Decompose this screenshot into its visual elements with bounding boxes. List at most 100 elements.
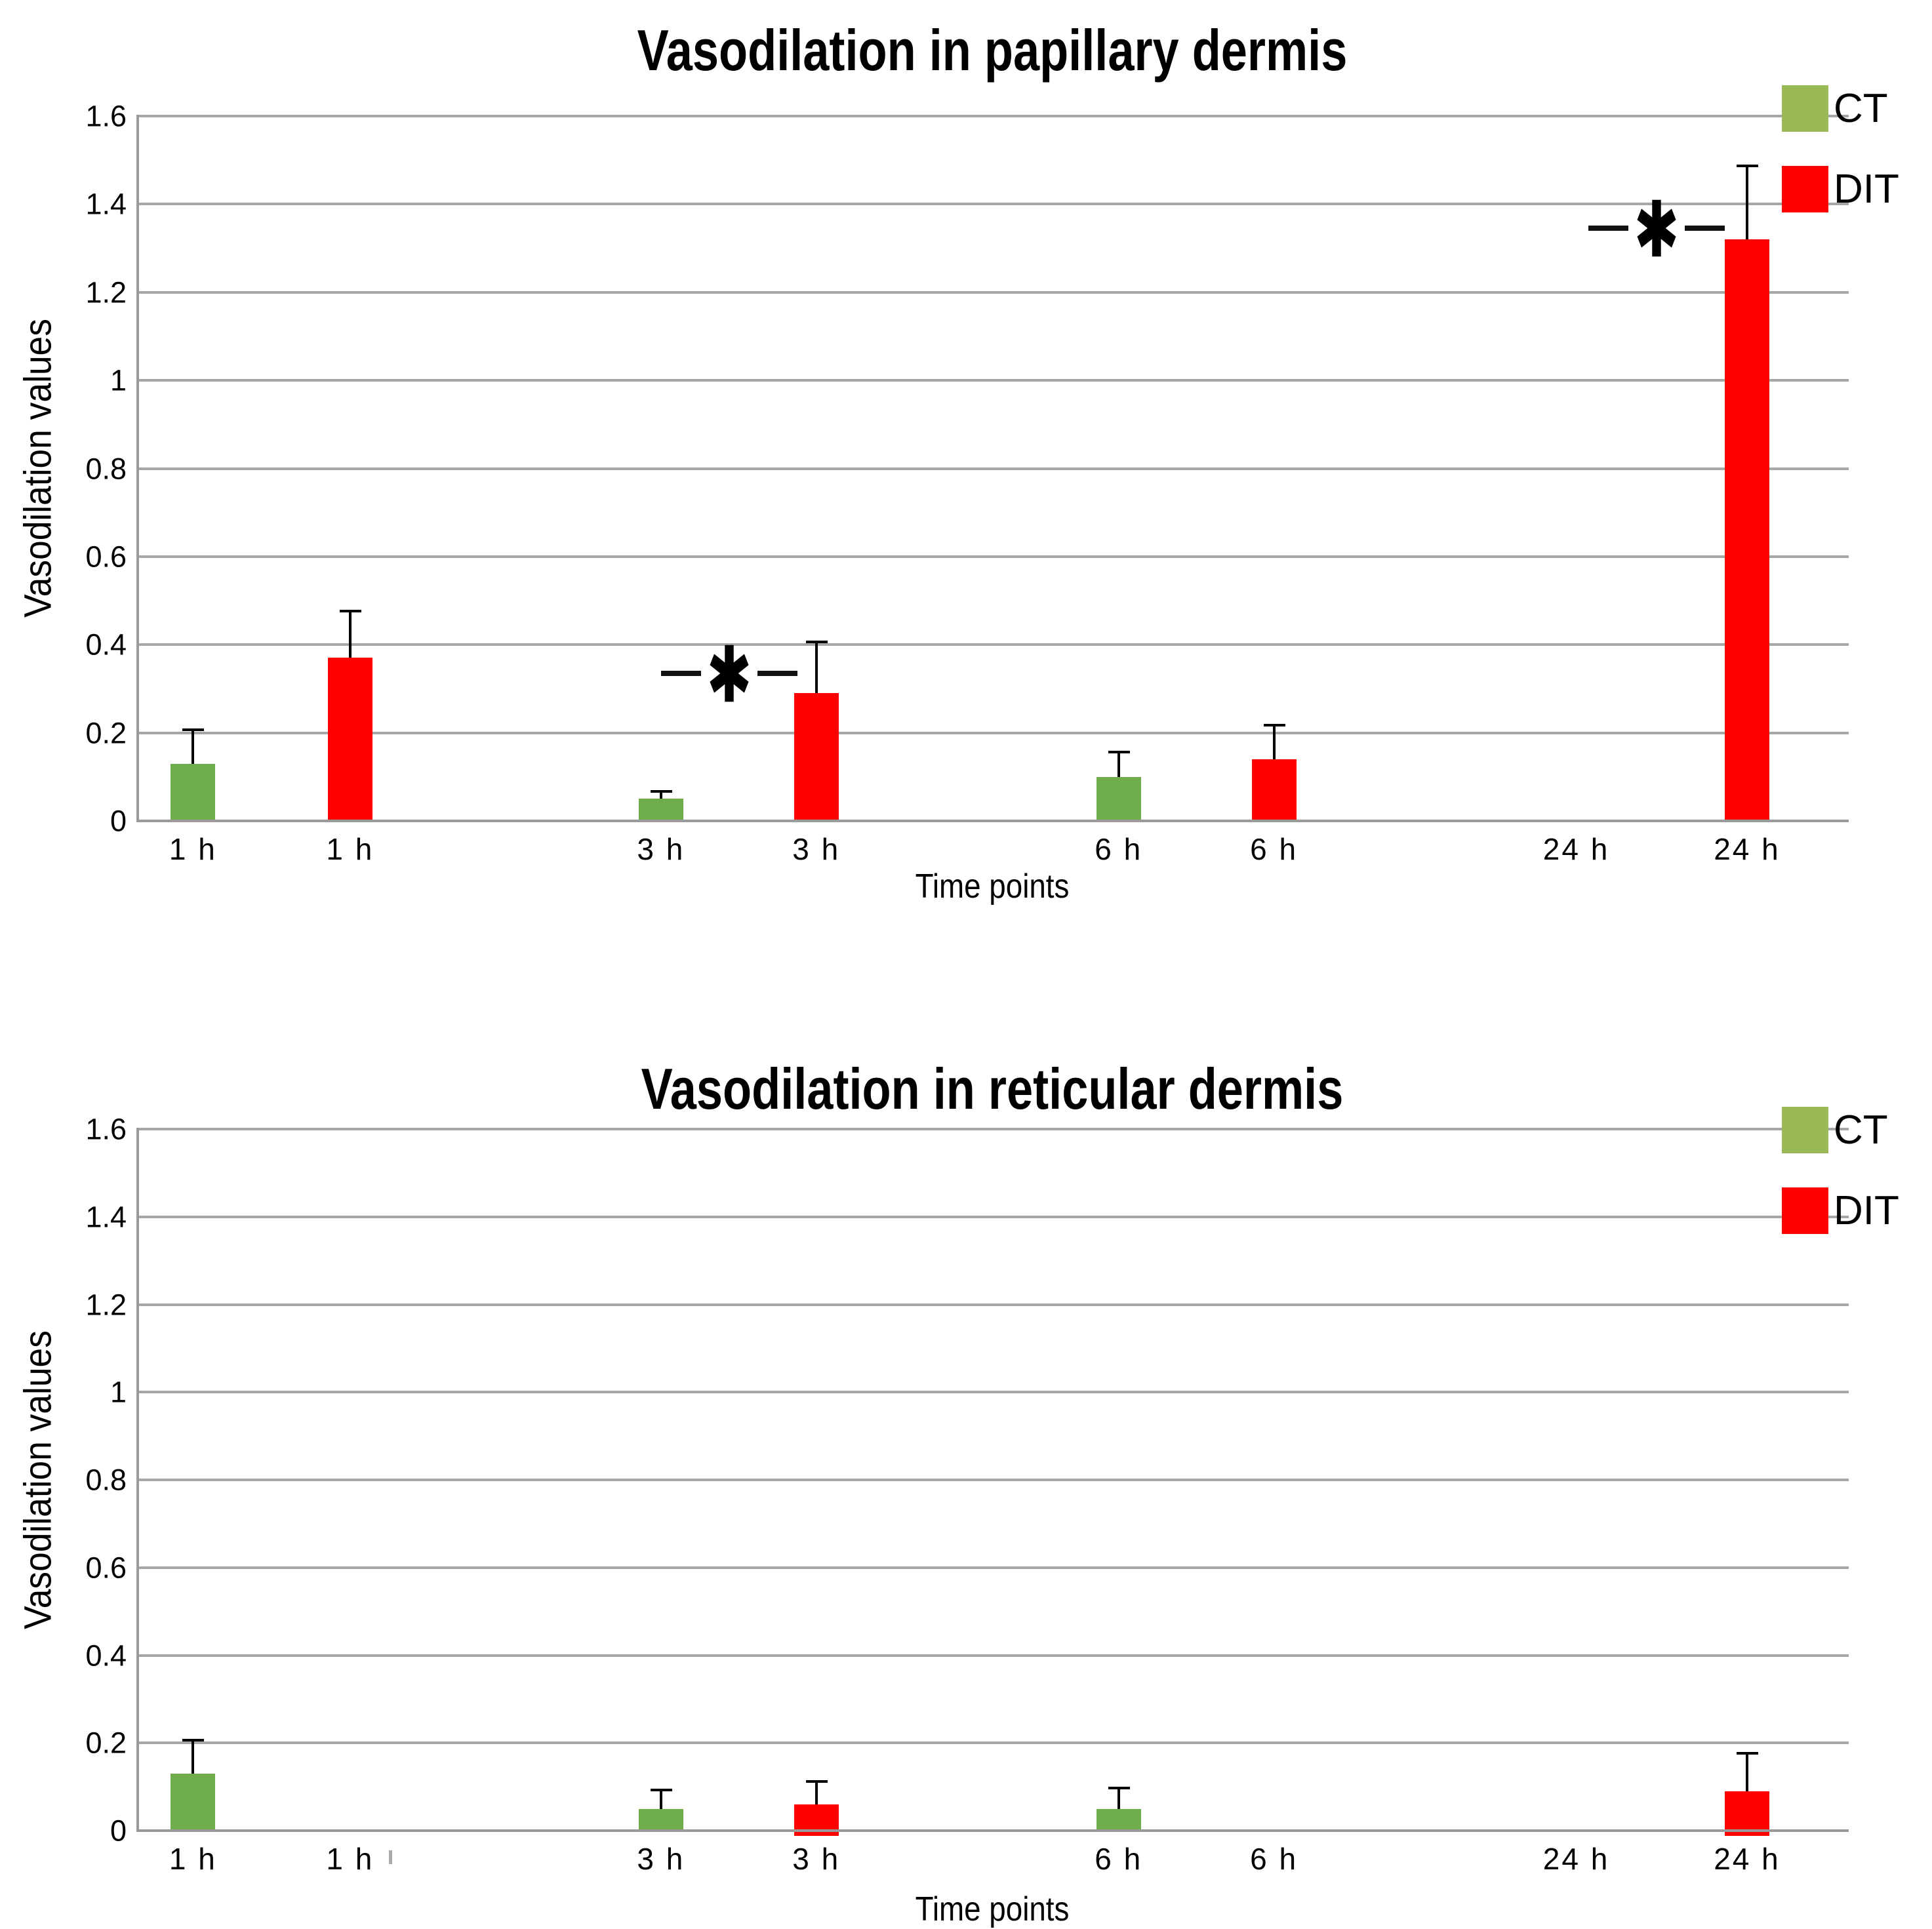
gridline-0.6 (138, 555, 1849, 558)
y-tick-label: 0.6 (85, 1551, 127, 1585)
asterisk-icon (1637, 200, 1676, 257)
y-tick-label: 0.4 (85, 1639, 127, 1672)
plot-area: 0 0.2 0.4 0.6 0.8 1 1.2 1.4 1.6 1 h 1 h 3 h 3 h 6 h 6 … (85, 102, 1849, 866)
y-axis-line (136, 1128, 139, 1831)
significance-marker (1581, 198, 1732, 258)
x-tick-label: 1 h (169, 1842, 217, 1876)
dash-line (660, 670, 701, 676)
y-tick-label: 1.2 (85, 275, 127, 309)
bar-ct-3h (638, 1808, 683, 1831)
error-bar-line (1272, 724, 1276, 759)
y-axis-title: Vasodilation values (16, 1330, 60, 1629)
gridline-0.8 (138, 467, 1849, 470)
error-bar-cap (182, 1738, 205, 1741)
gridline-0.2 (138, 1741, 1849, 1745)
bar-dit-24h (1724, 1791, 1769, 1836)
x-axis-line (136, 1829, 1849, 1832)
gridline-1.4 (138, 203, 1849, 206)
error-bar-line (1745, 164, 1748, 240)
gridline-0.6 (138, 1566, 1849, 1569)
error-bar-cap (339, 609, 361, 612)
x-tick-label: 6 h (1095, 832, 1143, 866)
legend-item-dit: DIT (1782, 1187, 1899, 1234)
error-bar-line (1117, 750, 1120, 777)
legend-label: DIT (1834, 166, 1899, 212)
error-bar-cap (650, 1789, 672, 1792)
x-tick-label: 24 h (1714, 1842, 1781, 1876)
bar-ct-6h (1096, 776, 1141, 821)
y-axis-title: Vasodilation values (16, 319, 60, 618)
y-tick-label: 0.8 (85, 1463, 127, 1497)
x-tick-label: 1 h (169, 832, 217, 866)
plot-area: 0 0.2 0.4 0.6 0.8 1 1.2 1.4 1.6 1 h 1 h 3 h 3 h 6 h 6 … (85, 1115, 1849, 1876)
gridline-1.6 (138, 115, 1849, 117)
chart-title: Vasodilation in reticular dermis (641, 1056, 1344, 1121)
asterisk-icon (710, 645, 749, 702)
error-bar-line (191, 1738, 195, 1774)
error-bar-cap (805, 640, 828, 643)
x-tick-label: 1 h (326, 1842, 374, 1876)
x-tick-label: 6 h (1250, 1842, 1298, 1876)
x-axis-title: Time points (915, 1890, 1070, 1928)
bar-dit-1h (327, 658, 372, 821)
y-tick-label: 0 (110, 1814, 127, 1848)
x-tick-label: 3 h (792, 1842, 841, 1876)
dash-line (1588, 226, 1628, 231)
chart-papillary-dermis: Vasodilation in papillary dermis Vasodil… (0, 0, 1932, 964)
x-tick-label: 6 h (1250, 832, 1298, 866)
error-bar-cap (182, 728, 205, 731)
gridline-1.2 (138, 290, 1849, 294)
y-tick-label: 1.6 (85, 1112, 127, 1146)
bar-dit-3h (794, 693, 839, 821)
bar-ct-3h (638, 799, 683, 821)
y-tick-label: 0.2 (85, 1726, 127, 1760)
legend-label: DIT (1834, 1187, 1899, 1233)
dash-line (757, 670, 797, 676)
y-axis-line (136, 115, 139, 821)
chart-title: Vasodilation in papillary dermis (637, 18, 1348, 83)
error-bar-cap (1736, 164, 1758, 167)
bar-ct-1h (171, 1774, 216, 1831)
bar-ct-1h (171, 763, 216, 821)
x-tick-label: 3 h (637, 1842, 685, 1876)
x-tick-label: 3 h (637, 832, 685, 866)
x-tick-label: 24 h (1542, 1842, 1610, 1876)
legend-item-ct: CT (1782, 85, 1899, 132)
error-bar-line (659, 789, 662, 799)
legend-label: CT (1834, 85, 1888, 131)
legend-item-dit: DIT (1782, 166, 1899, 212)
error-bar-cap (650, 789, 672, 793)
error-bar-line (191, 728, 195, 764)
gridline-1 (138, 1391, 1849, 1394)
y-tick-label: 0.2 (85, 716, 127, 750)
gridline-1.6 (138, 1128, 1849, 1130)
gridline-1.4 (138, 1215, 1849, 1218)
bar-dit-6h (1251, 759, 1297, 821)
y-tick-label: 1.6 (85, 99, 127, 133)
dash-line (1684, 226, 1725, 231)
error-bar-cap (1108, 750, 1130, 753)
gridline-1.2 (138, 1303, 1849, 1306)
legend: CT DIT (1782, 85, 1899, 212)
x-tick-label: 1 h (326, 832, 374, 866)
gridline-1 (138, 379, 1849, 382)
y-tick-label: 1.4 (85, 187, 127, 221)
bar-ct-6h (1096, 1808, 1141, 1831)
stray-tick-mark (389, 1850, 393, 1864)
error-bar-line (1745, 1751, 1748, 1791)
error-bar-cap (1108, 1787, 1130, 1790)
error-bar-cap (1736, 1751, 1758, 1755)
gridline-0.2 (138, 731, 1849, 734)
y-tick-label: 0.6 (85, 540, 127, 574)
y-tick-label: 1.2 (85, 1288, 127, 1321)
y-tick-label: 1.4 (85, 1200, 127, 1234)
y-tick-label: 1 (110, 1375, 127, 1409)
y-tick-label: 1 (110, 363, 127, 397)
legend: CT DIT (1782, 1107, 1899, 1234)
x-axis-title: Time points (915, 867, 1070, 905)
significance-marker (654, 643, 805, 704)
legend-label: CT (1834, 1107, 1888, 1153)
x-tick-label: 24 h (1714, 832, 1781, 866)
legend-swatch-dit (1782, 1187, 1828, 1234)
y-tick-label: 0.4 (85, 627, 127, 662)
